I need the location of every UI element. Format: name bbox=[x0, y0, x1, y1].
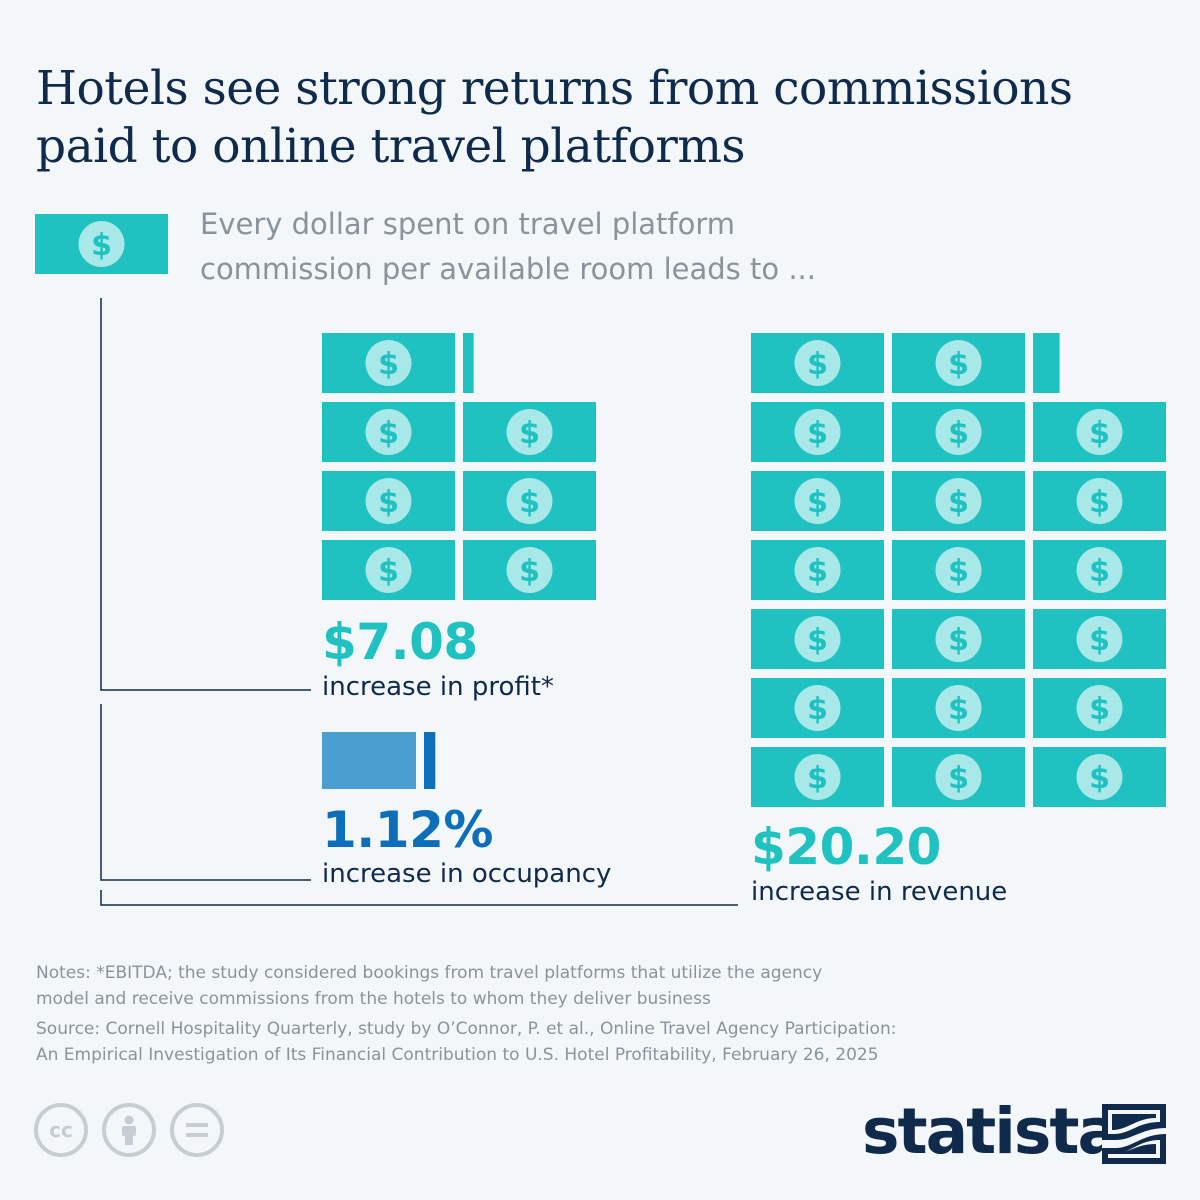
notes: Notes: *EBITDA; the study considered boo… bbox=[36, 960, 1036, 1012]
svg-text:$: $ bbox=[378, 485, 399, 520]
svg-text:$: $ bbox=[519, 416, 540, 451]
legend-bill-0: $ bbox=[35, 214, 168, 274]
revenue-bill-14: $ bbox=[1033, 471, 1166, 531]
profit-bill-5: $ bbox=[463, 402, 596, 462]
svg-text:$: $ bbox=[948, 692, 969, 727]
occupancy-label: increase in occupancy bbox=[322, 859, 612, 889]
svg-text:$: $ bbox=[807, 416, 828, 451]
svg-text:$: $ bbox=[807, 761, 828, 796]
svg-text:$: $ bbox=[1089, 623, 1110, 658]
revenue-bill-7: $ bbox=[892, 609, 1025, 669]
svg-text:$: $ bbox=[378, 347, 399, 382]
profit-bill-6: $ bbox=[322, 333, 455, 393]
revenue-bill-8: $ bbox=[1033, 609, 1166, 669]
source-line-2: An Empirical Investigation of Its Financ… bbox=[36, 1045, 879, 1065]
revenue-label: increase in revenue bbox=[751, 877, 1008, 907]
license-icons: cc bbox=[34, 1103, 224, 1157]
equals-icon bbox=[186, 1123, 208, 1137]
notes-line-1: Notes: *EBITDA; the study considered boo… bbox=[36, 963, 823, 983]
source-line-1: Source: Cornell Hospitality Quarterly, s… bbox=[36, 1019, 897, 1039]
revenue-bill-0: $ bbox=[751, 747, 884, 807]
revenue-bill-10: $ bbox=[892, 540, 1025, 600]
no-derivatives-icon[interactable] bbox=[170, 1103, 224, 1157]
revenue-bill-15: $ bbox=[751, 402, 884, 462]
revenue-bill-5: $ bbox=[1033, 678, 1166, 738]
svg-text:$: $ bbox=[807, 623, 828, 658]
svg-text:$: $ bbox=[807, 692, 828, 727]
source: Source: Cornell Hospitality Quarterly, s… bbox=[36, 1016, 1036, 1068]
svg-text:$: $ bbox=[519, 554, 540, 589]
svg-text:$: $ bbox=[91, 228, 112, 263]
revenue-bill-9: $ bbox=[751, 540, 884, 600]
svg-text:$: $ bbox=[1089, 761, 1110, 796]
occupancy-value: 1.12% bbox=[322, 801, 493, 859]
occupancy-remainder-bar bbox=[424, 732, 436, 789]
profit-bill-4: $ bbox=[322, 402, 455, 462]
chart-subtitle: Every dollar spent on travel platform co… bbox=[200, 202, 1100, 292]
svg-text:$: $ bbox=[948, 485, 969, 520]
person-icon bbox=[122, 1115, 136, 1145]
svg-text:$: $ bbox=[807, 485, 828, 520]
revenue-bill-4: $ bbox=[892, 678, 1025, 738]
cc-icon[interactable]: cc bbox=[34, 1103, 88, 1157]
svg-text:$: $ bbox=[807, 554, 828, 589]
svg-text:$: $ bbox=[948, 416, 969, 451]
profit-bill-1: $ bbox=[463, 540, 596, 600]
profit-value: $7.08 bbox=[322, 613, 478, 671]
svg-text:$: $ bbox=[1089, 485, 1110, 520]
profit-label: increase in profit* bbox=[322, 672, 554, 702]
revenue-bill-17: $ bbox=[1033, 402, 1166, 462]
svg-text:$: $ bbox=[1089, 416, 1110, 451]
svg-text:$: $ bbox=[807, 347, 828, 382]
svg-text:$: $ bbox=[948, 623, 969, 658]
subtitle-line-2: commission per available room leads to .… bbox=[200, 252, 816, 286]
chart-title: Hotels see strong returns from commissio… bbox=[36, 61, 1073, 174]
subtitle-line-1: Every dollar spent on travel platform bbox=[200, 207, 736, 241]
profit-bill-0: $ bbox=[322, 540, 455, 600]
revenue-bill-1: $ bbox=[892, 747, 1025, 807]
revenue-bill-20 bbox=[1033, 333, 1060, 393]
revenue-bill-13: $ bbox=[892, 471, 1025, 531]
revenue-bill-11: $ bbox=[1033, 540, 1166, 600]
notes-line-2: model and receive commissions from the h… bbox=[36, 989, 711, 1009]
revenue-value: $20.20 bbox=[751, 818, 941, 876]
svg-text:$: $ bbox=[378, 416, 399, 451]
profit-bill-7 bbox=[463, 333, 474, 393]
statista-logo-icon[interactable] bbox=[1102, 1104, 1166, 1164]
revenue-bill-16: $ bbox=[892, 402, 1025, 462]
svg-text:$: $ bbox=[1089, 554, 1110, 589]
svg-text:$: $ bbox=[948, 554, 969, 589]
revenue-bill-6: $ bbox=[751, 609, 884, 669]
attribution-icon[interactable] bbox=[102, 1103, 156, 1157]
revenue-bill-18: $ bbox=[751, 333, 884, 393]
revenue-bill-12: $ bbox=[751, 471, 884, 531]
revenue-bill-19: $ bbox=[892, 333, 1025, 393]
svg-text:$: $ bbox=[1089, 692, 1110, 727]
svg-text:$: $ bbox=[378, 554, 399, 589]
svg-text:$: $ bbox=[519, 485, 540, 520]
svg-text:$: $ bbox=[948, 761, 969, 796]
occupancy-unit-bar bbox=[322, 732, 416, 789]
revenue-bill-3: $ bbox=[751, 678, 884, 738]
brand-wordmark[interactable]: statista bbox=[862, 1095, 1120, 1168]
svg-text:$: $ bbox=[948, 347, 969, 382]
profit-bill-2: $ bbox=[322, 471, 455, 531]
revenue-bill-2: $ bbox=[1033, 747, 1166, 807]
profit-bill-3: $ bbox=[463, 471, 596, 531]
